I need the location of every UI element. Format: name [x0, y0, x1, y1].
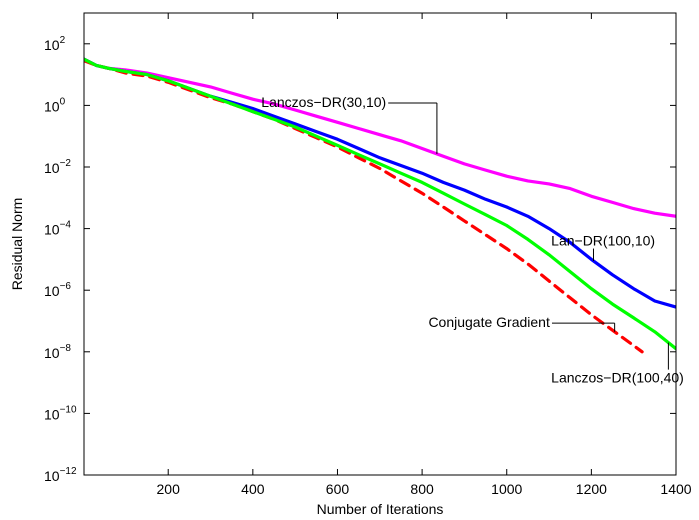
y-axis-label: Residual Norm: [9, 198, 25, 291]
annotation-label-2: Conjugate Gradient: [428, 314, 550, 330]
y-tick-base: 10: [44, 222, 60, 238]
x-tick-label: 400: [241, 481, 265, 497]
y-tick-base: 10: [44, 283, 60, 299]
y-tick-label: 10−4: [44, 220, 71, 238]
y-tick-label: 10−10: [44, 404, 77, 422]
plot-frame: [83, 12, 677, 476]
y-tick-base: 10: [44, 406, 60, 422]
series-line-3: [84, 57, 676, 351]
y-tick-base: 10: [44, 345, 60, 361]
y-tick-base: 10: [44, 37, 60, 53]
annotation-label-1: Lan−DR(100,10): [551, 233, 655, 249]
y-tick-base: 10: [44, 468, 60, 484]
x-axis-label: Number of Iterations: [317, 501, 444, 517]
x-tick-label: 1000: [491, 481, 522, 497]
y-tick-label: 10−6: [44, 281, 71, 299]
y-tick-exponent: −8: [60, 343, 72, 354]
y-tick-label: 100: [44, 96, 66, 114]
y-tick-label: 10−8: [44, 343, 71, 361]
y-tick-base: 10: [44, 160, 60, 176]
x-tick-label: 1400: [660, 481, 691, 497]
y-tick-label: 10−12: [44, 466, 77, 484]
series-line-2: [84, 59, 644, 354]
series-lines: [84, 57, 676, 354]
y-tick-base: 10: [44, 98, 60, 114]
y-tick-exponent: −10: [60, 404, 77, 415]
annotations: Lanczos−DR(30,10) Lan−DR(100,10) Conjugate…: [261, 94, 684, 386]
y-tick-exponent: 2: [60, 35, 66, 46]
x-tick-label: 800: [410, 481, 434, 497]
y-tick-label: 10−2: [44, 158, 71, 176]
y-tick-exponent: −4: [60, 220, 72, 231]
y-tick-exponent: −12: [60, 466, 77, 477]
axis-ticks: 200 400 600 800 1000 1200 140010210010−210−410…: [44, 13, 692, 497]
annotation-label-3: Lanczos−DR(100,40): [551, 370, 684, 386]
y-tick-exponent: −2: [60, 158, 72, 169]
y-tick-exponent: −6: [60, 281, 72, 292]
y-tick-exponent: 0: [60, 96, 66, 107]
x-tick-label: 200: [157, 481, 181, 497]
x-tick-label: 1200: [576, 481, 607, 497]
y-tick-label: 102: [44, 35, 66, 53]
series-line-0: [84, 57, 676, 218]
x-tick-label: 600: [326, 481, 350, 497]
annotation-label-0: Lanczos−DR(30,10): [261, 94, 386, 110]
